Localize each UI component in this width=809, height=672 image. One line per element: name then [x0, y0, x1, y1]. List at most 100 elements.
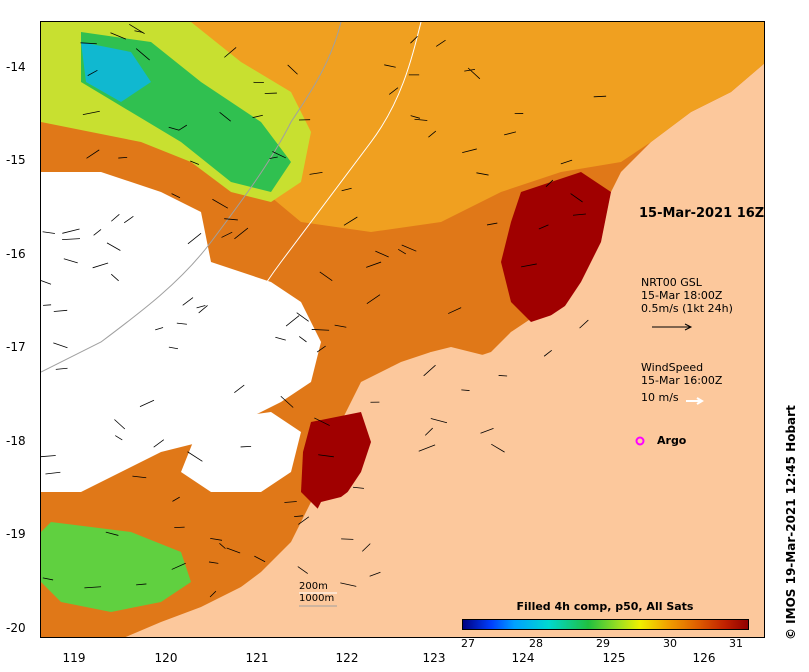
- current-vector: [41, 280, 52, 285]
- wind-legend: WindSpeed 15-Mar 16:00Z 10 m/s: [641, 361, 722, 404]
- current-vector: [176, 322, 187, 325]
- current-vector: [43, 304, 52, 306]
- current-vector: [560, 159, 573, 165]
- current-vector: [190, 160, 200, 165]
- current-vector: [498, 375, 508, 377]
- current-vector: [543, 350, 552, 357]
- current-vector: [42, 577, 54, 581]
- y-tick-label: -19: [6, 527, 26, 541]
- current-vector: [362, 543, 371, 552]
- current-vector: [316, 345, 326, 353]
- current-vector: [178, 124, 188, 131]
- current-vector: [430, 418, 448, 424]
- current-vector: [384, 64, 396, 68]
- current-vector: [55, 367, 68, 370]
- current-vector: [42, 231, 55, 234]
- current-vector: [284, 501, 297, 503]
- current-vector: [414, 118, 428, 121]
- current-vector: [341, 538, 354, 540]
- current-vector: [41, 455, 56, 458]
- current-vector: [136, 583, 147, 586]
- current-legend-source: NRT00 GSL: [641, 276, 702, 289]
- current-vector: [593, 95, 607, 98]
- current-vector: [424, 427, 433, 436]
- colorbar-title: Filled 4h comp, p50, All Sats: [516, 600, 694, 613]
- current-vector: [504, 131, 517, 136]
- current-vector: [171, 193, 181, 199]
- current-vector: [410, 36, 418, 44]
- current-vector: [209, 590, 217, 598]
- current-vector: [461, 389, 470, 391]
- current-vector: [53, 309, 68, 312]
- current-vector: [340, 582, 357, 587]
- current-vector: [491, 443, 505, 453]
- sst-map[interactable]: [40, 21, 765, 638]
- current-vector: [172, 496, 180, 502]
- no-data-region: [41, 172, 321, 492]
- current-vector: [319, 271, 333, 281]
- current-vector: [298, 516, 310, 525]
- no-data-region-2: [181, 412, 301, 492]
- current-vector: [87, 69, 98, 76]
- current-vector: [82, 110, 100, 115]
- current-vector: [80, 42, 97, 45]
- current-vector: [123, 215, 134, 224]
- current-vector: [462, 148, 477, 154]
- current-vector: [153, 439, 165, 448]
- current-legend-time: 15-Mar 18:00Z: [641, 289, 723, 302]
- current-vector: [297, 566, 308, 574]
- current-vector: [272, 151, 287, 159]
- argo-marker: [635, 436, 645, 446]
- current-vector: [212, 198, 229, 209]
- current-vector: [388, 87, 399, 95]
- wind-legend-time: 15-Mar 16:00Z: [641, 374, 723, 387]
- x-tick-label: 119: [62, 651, 86, 665]
- x-tick-label: 120: [154, 651, 178, 665]
- current-vector: [375, 250, 389, 258]
- y-tick-label: -15: [6, 153, 26, 167]
- current-vector: [352, 486, 364, 489]
- current-vector: [570, 193, 583, 203]
- land-mass: [125, 84, 764, 637]
- sst-cyan-patch: [81, 42, 151, 102]
- current-vector: [423, 364, 436, 377]
- current-vector: [219, 543, 226, 549]
- current-vector: [168, 346, 179, 350]
- current-vector: [63, 258, 78, 264]
- current-vector: [187, 232, 202, 245]
- current-vector: [171, 562, 186, 570]
- current-vector: [318, 454, 334, 458]
- colorbar-label: 31: [729, 637, 743, 650]
- imos-credit: © IMOS 19-Mar-2021 12:45 Hobart: [784, 405, 798, 640]
- depth-contour-200m: [41, 22, 422, 473]
- current-legend: NRT00 GSL 15-Mar 18:00Z 0.5m/s (1kt 24h): [641, 276, 733, 315]
- y-tick-label: -20: [6, 621, 26, 635]
- current-vector: [464, 68, 476, 72]
- current-vector: [198, 305, 208, 314]
- current-vector: [296, 312, 309, 322]
- colorbar-label: 29: [596, 637, 610, 650]
- current-vector: [224, 47, 237, 58]
- current-vector: [234, 227, 249, 240]
- current-vector: [280, 395, 294, 408]
- current-vector: [92, 262, 109, 269]
- x-tick-label: 126: [692, 651, 716, 665]
- sst-cool-south: [41, 522, 191, 612]
- current-vector: [314, 417, 330, 426]
- argo-label: Argo: [657, 434, 687, 447]
- current-vector: [129, 23, 145, 35]
- current-vector: [84, 586, 102, 589]
- current-vector: [135, 48, 150, 61]
- current-vector: [341, 187, 352, 192]
- current-vector: [401, 244, 417, 252]
- current-vector: [208, 561, 219, 564]
- current-vector: [132, 475, 147, 479]
- current-vector: [105, 531, 119, 536]
- current-vector: [579, 319, 589, 329]
- wind-legend-scale: 10 m/s: [641, 391, 679, 404]
- depth-legend-1000m: 1000m: [299, 593, 335, 604]
- x-tick-label: 125: [602, 651, 626, 665]
- x-tick-label: 122: [335, 651, 359, 665]
- current-vector: [476, 172, 489, 176]
- current-vector: [428, 130, 437, 138]
